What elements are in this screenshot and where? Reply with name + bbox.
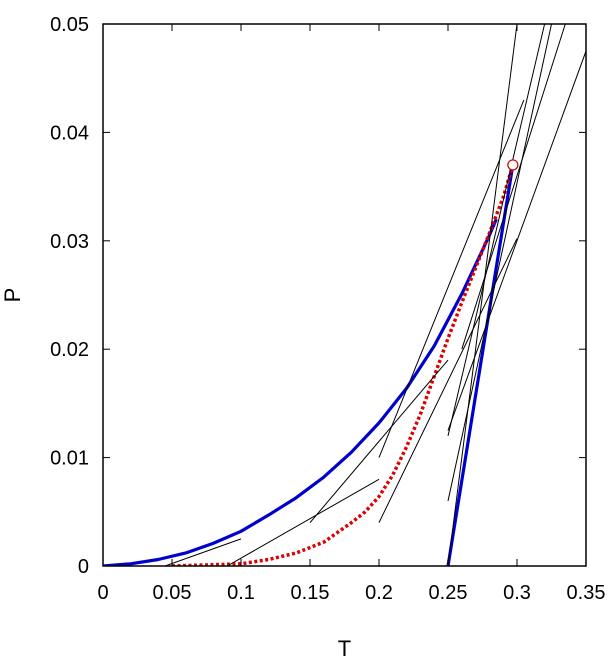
series-line-10 [461,24,566,350]
series-line-7 [378,99,525,458]
y-tick-label: 0.01 [50,448,89,470]
series-line-0 [103,218,498,566]
x-axis-label: T [338,636,351,661]
y-tick-label: 0.02 [50,339,89,361]
series-line-4 [226,478,380,566]
series-line-2 [171,164,515,566]
series-line-11 [447,50,586,431]
series-line-12 [447,24,518,566]
x-tick-label: 0.1 [227,582,255,604]
x-tick-label: 0.3 [503,582,531,604]
x-tick-label: 0.25 [429,582,468,604]
series-line-9 [447,24,546,437]
series-line-6 [378,238,518,523]
x-tick-label: 0.35 [567,582,606,604]
series-line-1 [446,164,515,566]
marker-layer [507,159,519,171]
y-tick-label: 0.04 [50,122,89,144]
series-line-8 [447,24,552,502]
plot-frame [102,23,587,567]
x-tick-label: 0.15 [291,582,330,604]
y-tick-label: 0 [78,556,89,578]
series-line-3 [164,538,242,566]
series-line-5 [309,359,449,523]
critical-point-marker [507,159,519,171]
y-tick-label: 0.03 [50,231,89,253]
x-tick-label: 0.05 [153,582,192,604]
series-layer [103,24,586,566]
y-axis-label: P [0,288,25,303]
x-tick-label: 0 [97,582,108,604]
y-tick-label: 0.05 [50,14,89,36]
x-tick-label: 0.2 [365,582,393,604]
tick-layer: 0 0.05 0.1 0.15 0.2 0.25 0.3 0.35 0 0.01 0.02 0.03 0… [50,14,605,604]
